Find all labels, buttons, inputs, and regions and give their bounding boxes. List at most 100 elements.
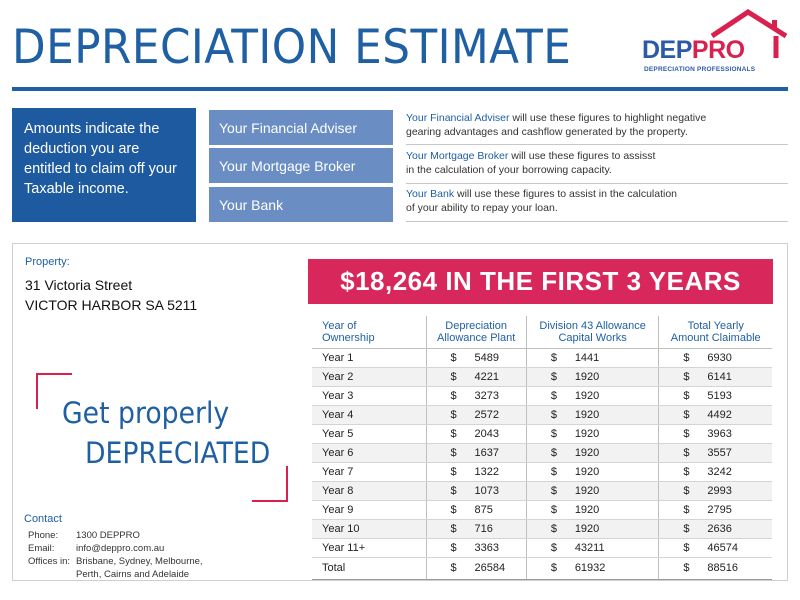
amount: 3242: [707, 465, 732, 478]
currency-symbol: $: [550, 484, 557, 497]
currency-symbol: $: [450, 465, 457, 478]
amount: 1920: [574, 522, 600, 535]
currency-symbol: $: [550, 408, 557, 421]
currency-symbol: $: [450, 427, 457, 440]
deppro-logo: DEPPRO DEPRECIATION PROFESSIONALS: [640, 8, 792, 80]
bracket-bottom-right: [252, 466, 288, 502]
summary-banner: $18,264 IN THE FIRST 3 YEARS: [308, 259, 773, 304]
capital-cell: $1920: [526, 519, 660, 539]
total-cell: $2795: [658, 500, 772, 520]
amount: 4492: [707, 408, 732, 421]
year-cell: Year 6: [312, 443, 427, 463]
amount: 875: [474, 503, 493, 516]
amount: 46574: [707, 541, 739, 554]
logo-tagline: DEPRECIATION PROFESSIONALS: [644, 66, 756, 73]
total-cell: $6141: [658, 367, 772, 387]
financial-adviser-description: Your Financial Adviser will use these fi…: [406, 111, 788, 145]
currency-symbol: $: [550, 541, 557, 554]
currency-symbol: $: [550, 351, 557, 364]
plant-cell: $1073: [426, 481, 527, 501]
currency-symbol: $: [683, 561, 690, 574]
currency-symbol: $: [683, 465, 690, 478]
capital-cell: $1920: [526, 367, 660, 387]
year-cell: Year 10: [312, 519, 427, 539]
financial-adviser-button[interactable]: Your Financial Adviser: [209, 110, 393, 145]
amount: 1920: [574, 408, 600, 421]
currency-symbol: $: [683, 427, 690, 440]
header-total: Total Yearly Amount Claimable: [658, 316, 772, 349]
currency-symbol: $: [683, 484, 690, 497]
total-cell: $6930: [658, 348, 772, 368]
currency-symbol: $: [683, 389, 690, 402]
table-row: Year 3 $3273 $1920 $5193: [312, 386, 772, 406]
capital-cell: $1920: [526, 462, 660, 482]
estimate-panel: [12, 243, 788, 581]
amount: 1322: [474, 465, 499, 478]
year-cell: Total: [312, 556, 427, 580]
amount: 1920: [574, 370, 600, 383]
amount: 2636: [707, 522, 732, 535]
amount: 1920: [574, 465, 600, 478]
currency-symbol: $: [450, 484, 457, 497]
amount: 6141: [707, 370, 732, 383]
currency-symbol: $: [550, 427, 557, 440]
amount: 3963: [707, 427, 732, 440]
table-row: Year 7 $1322 $1920 $3242: [312, 462, 772, 482]
total-cell: $2993: [658, 481, 772, 501]
currency-symbol: $: [550, 503, 557, 516]
amount: 2993: [707, 484, 732, 497]
amount: 1920: [574, 427, 600, 440]
plant-cell: $5489: [426, 348, 527, 368]
capital-cell: $1441: [526, 348, 660, 368]
table-row: Year 5 $2043 $1920 $3963: [312, 424, 772, 444]
year-cell: Year 9: [312, 500, 427, 520]
table-total-row: Total $26584 $61932 $88516: [312, 556, 772, 580]
table-row: Year 4 $2572 $1920 $4492: [312, 405, 772, 425]
year-cell: Year 4: [312, 405, 427, 425]
total-cell: $88516: [658, 556, 772, 580]
amount: 2795: [707, 503, 732, 516]
currency-symbol: $: [683, 503, 690, 516]
table-row: Year 9 $875 $1920 $2795: [312, 500, 772, 520]
amount: 1920: [574, 503, 600, 516]
amount: 1920: [574, 446, 600, 459]
table-row: Year 8 $1073 $1920 $2993: [312, 481, 772, 501]
property-suburb: VICTOR HARBOR SA 5211: [25, 297, 198, 313]
house-roof-icon: [710, 9, 788, 58]
table-row: Year 2 $4221 $1920 $6141: [312, 367, 772, 387]
plant-cell: $1637: [426, 443, 527, 463]
total-cell: $4492: [658, 405, 772, 425]
plant-cell: $716: [426, 519, 527, 539]
contact-phone: Phone: 1300 DEPPRO: [28, 530, 140, 541]
currency-symbol: $: [683, 408, 690, 421]
header-year: Year of Ownership: [312, 316, 427, 349]
mortgage-broker-button[interactable]: Your Mortgage Broker: [209, 148, 393, 183]
amount: 2572: [474, 408, 499, 421]
plant-cell: $3363: [426, 538, 527, 558]
year-cell: Year 1: [312, 348, 427, 368]
mortgage-broker-description: Your Mortgage Broker will use these figu…: [406, 149, 788, 184]
property-label: Property:: [25, 256, 70, 268]
currency-symbol: $: [450, 351, 457, 364]
table-row: Year 6 $1637 $1920 $3557: [312, 443, 772, 463]
amount: 88516: [707, 561, 739, 574]
amount: 26584: [474, 561, 506, 574]
currency-symbol: $: [683, 522, 690, 535]
bank-button[interactable]: Your Bank: [209, 187, 393, 222]
total-cell: $5193: [658, 386, 772, 406]
capital-cell: $1920: [526, 481, 660, 501]
currency-symbol: $: [450, 408, 457, 421]
total-cell: $3557: [658, 443, 772, 463]
amount: 1920: [574, 389, 600, 402]
header-plant: Depreciation Allowance Plant: [426, 316, 527, 349]
header-divider: [12, 87, 788, 91]
amount: 5489: [474, 351, 499, 364]
amount: 61932: [574, 561, 606, 574]
bank-description: Your Bank will use these figures to assi…: [406, 187, 788, 222]
header-capital: Division 43 Allowance Capital Works: [526, 316, 660, 349]
year-cell: Year 11+: [312, 538, 427, 558]
currency-symbol: $: [683, 446, 690, 459]
currency-symbol: $: [450, 541, 457, 554]
currency-symbol: $: [450, 503, 457, 516]
plant-cell: $4221: [426, 367, 527, 387]
